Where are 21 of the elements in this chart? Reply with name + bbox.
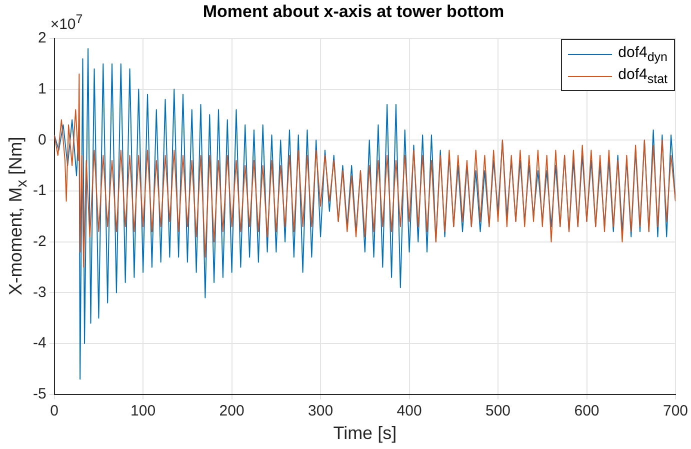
- x-tick-label: 300: [308, 402, 334, 420]
- x-tick-label: 600: [574, 402, 600, 420]
- x-tick-label: 200: [219, 402, 244, 420]
- x-tick-label: 500: [486, 402, 511, 420]
- y-tick-label: -2: [32, 232, 46, 250]
- legend-label: dof4$_{stat}$: [618, 66, 668, 86]
- y-tick-label: 2: [38, 30, 46, 47]
- chart-title: Moment about x-axis at tower bottom: [202, 2, 504, 21]
- y-tick-label: 0: [38, 131, 46, 148]
- y-tick-label: -1: [32, 182, 46, 200]
- text: ×10$^{7}$: [50, 12, 83, 34]
- y-tick-label: -3: [32, 284, 46, 301]
- x-tick-label: 100: [130, 402, 156, 420]
- x-tick-label: 700: [662, 402, 688, 420]
- x-axis-title: Time [s]: [333, 423, 397, 444]
- legend-label: dof4$_{dyn}$: [618, 44, 668, 64]
- y-tick-label: -4: [32, 334, 46, 352]
- y-tick-label: 1: [38, 80, 46, 98]
- x-tick-label: 400: [396, 402, 422, 420]
- y-tick-label: -5: [32, 386, 46, 403]
- x-tick-label: 0: [50, 402, 59, 420]
